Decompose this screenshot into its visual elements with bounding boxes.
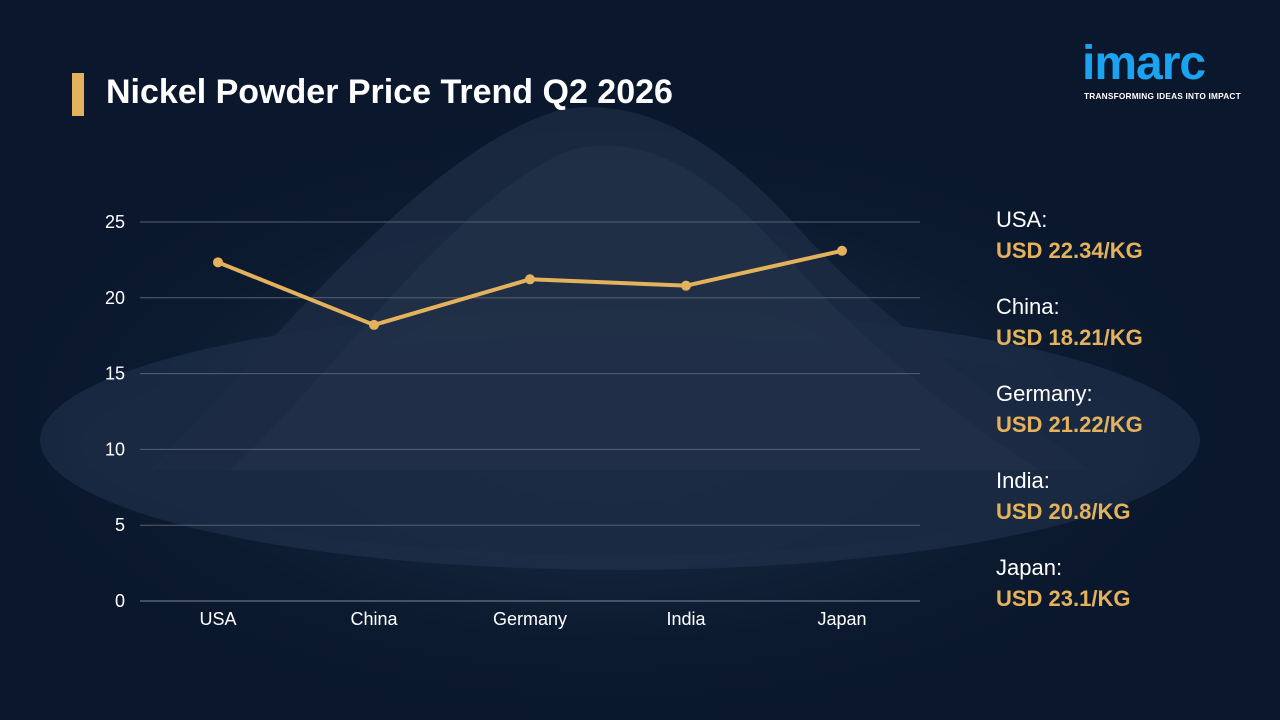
x-tick-label: Germany <box>493 609 567 629</box>
legend-item-japan: Japan: USD 23.1/KG <box>996 553 1256 640</box>
x-tick-label: USA <box>199 609 236 629</box>
legend-country: Germany: <box>996 381 1093 406</box>
logo-tagline: TRANSFORMING IDEAS INTO IMPACT <box>1084 91 1241 101</box>
y-tick-label: 10 <box>105 439 125 459</box>
title-accent-bar <box>72 73 84 116</box>
page-title: Nickel Powder Price Trend Q2 2026 <box>106 73 673 111</box>
legend-country: India: <box>996 468 1050 493</box>
data-point <box>213 257 223 268</box>
data-point <box>837 245 847 256</box>
price-legend: USA: USD 22.34/KG China: USD 18.21/KG Ge… <box>996 205 1256 640</box>
legend-price: USD 20.8/KG <box>996 499 1131 524</box>
x-tick-label: India <box>666 609 706 629</box>
legend-country: Japan: <box>996 555 1063 580</box>
legend-country: USA: <box>996 207 1048 232</box>
legend-price: USD 23.1/KG <box>996 586 1131 611</box>
y-tick-label: 15 <box>105 364 125 384</box>
legend-item-germany: Germany: USD 21.22/KG <box>996 379 1256 466</box>
legend-item-usa: USA: USD 22.34/KG <box>996 205 1256 292</box>
logo-wordmark: imarc <box>1082 37 1206 90</box>
legend-item-india: India: USD 20.8/KG <box>996 466 1256 553</box>
y-tick-label: 5 <box>115 515 125 535</box>
imarc-logo: imarc TRANSFORMING IDEAS INTO IMPACT <box>1082 34 1252 104</box>
legend-country: China: <box>996 294 1060 319</box>
x-tick-label: Japan <box>817 609 866 629</box>
data-point <box>369 319 379 330</box>
legend-price: USD 21.22/KG <box>996 412 1143 437</box>
legend-item-china: China: USD 18.21/KG <box>996 292 1256 379</box>
legend-price: USD 22.34/KG <box>996 238 1143 263</box>
data-point <box>525 274 535 285</box>
x-tick-label: China <box>350 609 398 629</box>
data-point <box>681 280 691 291</box>
legend-price: USD 18.21/KG <box>996 325 1143 350</box>
price-series-line <box>216 248 844 327</box>
y-tick-label: 20 <box>105 288 125 308</box>
y-tick-label: 25 <box>105 212 125 232</box>
y-tick-label: 0 <box>115 591 125 611</box>
